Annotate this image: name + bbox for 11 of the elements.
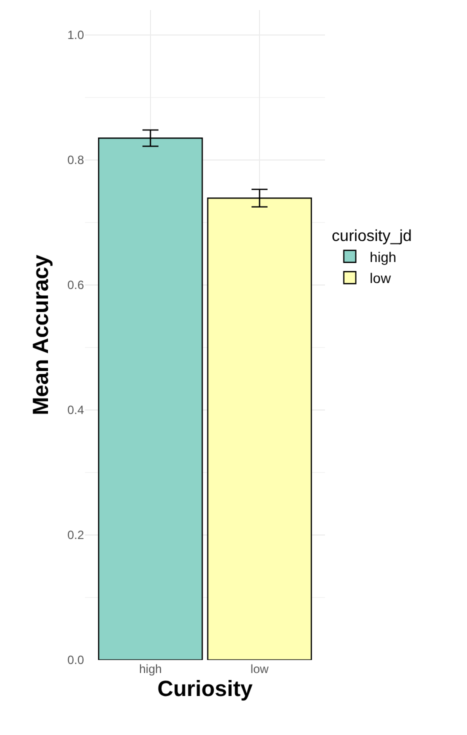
y-tick-label: 0.4 xyxy=(67,403,84,418)
legend-label: high xyxy=(370,248,396,265)
y-axis-title: Mean Accuracy xyxy=(28,254,54,416)
legend-label: low xyxy=(370,270,392,286)
x-axis-title: Curiosity xyxy=(157,676,254,701)
y-tick-label: 0.0 xyxy=(67,653,84,668)
y-tick-label: 0.8 xyxy=(67,153,84,168)
y-tick-label: 1.0 xyxy=(67,28,84,42)
y-tick-label: 0.6 xyxy=(67,278,84,292)
legend-title: curiosity_jd xyxy=(332,228,412,245)
y-tick-label: 0.2 xyxy=(67,528,84,542)
